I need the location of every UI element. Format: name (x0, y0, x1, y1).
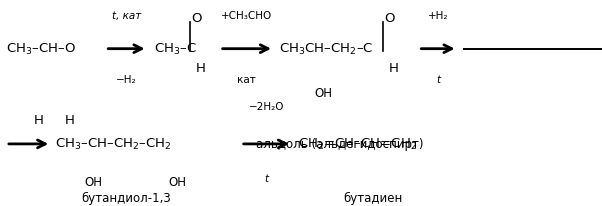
Text: OH: OH (315, 86, 333, 99)
Text: CH$_3$–CH–O: CH$_3$–CH–O (6, 42, 76, 57)
Text: кат: кат (237, 74, 256, 84)
Text: O: O (384, 12, 394, 25)
Text: CH$_3$–CH–CH$_2$–CH$_2$: CH$_3$–CH–CH$_2$–CH$_2$ (55, 137, 172, 152)
Text: бутадиен: бутадиен (344, 191, 403, 204)
Text: бутандиол-1,3: бутандиол-1,3 (81, 191, 172, 204)
Text: t, кат: t, кат (112, 11, 141, 21)
Text: OH: OH (169, 175, 187, 188)
Text: O: O (191, 12, 201, 25)
Text: OH: OH (84, 175, 102, 188)
Text: H: H (389, 62, 399, 74)
Text: H: H (196, 62, 205, 74)
Text: t: t (264, 173, 268, 183)
Text: t: t (436, 74, 440, 84)
Text: +CH₃CHO: +CH₃CHO (221, 11, 273, 21)
Text: H: H (34, 113, 44, 126)
Text: CH$_3$–C: CH$_3$–C (154, 42, 196, 57)
Text: −H₂: −H₂ (116, 74, 137, 84)
Text: H: H (64, 113, 74, 126)
Text: −2H₂O: −2H₂O (249, 101, 284, 111)
Text: альдоль (альдегидоспирт): альдоль (альдегидоспирт) (256, 138, 424, 151)
Text: CH$_3$CH–CH$_2$–C: CH$_3$CH–CH$_2$–C (279, 42, 373, 57)
Text: +H₂: +H₂ (427, 11, 448, 21)
Text: CH$_2$=CH–CH=CH$_2$: CH$_2$=CH–CH=CH$_2$ (298, 137, 417, 152)
